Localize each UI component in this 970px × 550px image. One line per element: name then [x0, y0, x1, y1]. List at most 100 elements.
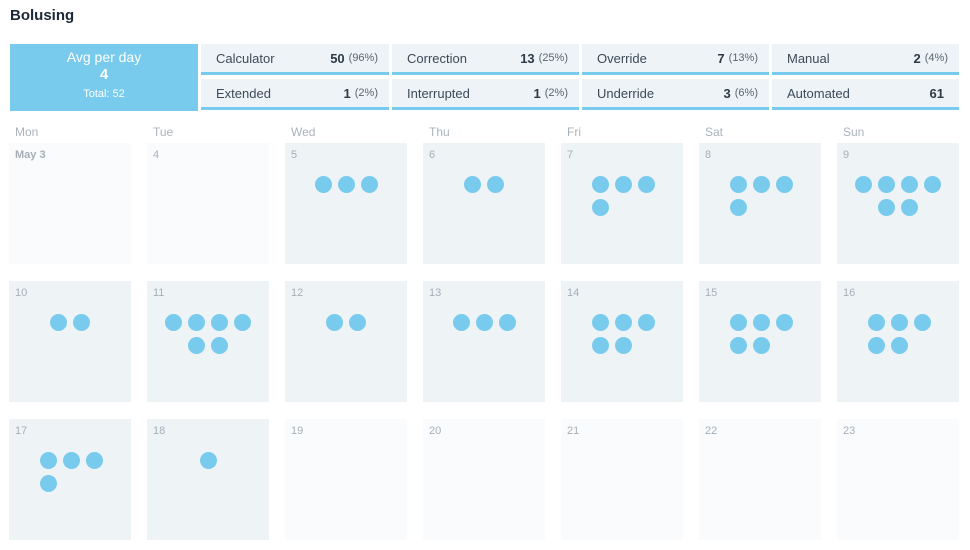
stat-percent: (6%): [734, 87, 758, 99]
calendar-day[interactable]: 22: [699, 419, 821, 540]
bolus-dots: [699, 173, 821, 219]
stat-label: Calculator: [216, 50, 275, 66]
bolus-dot: [615, 314, 632, 331]
weekday-sun: Sun: [843, 125, 865, 139]
stat-count: 1: [533, 85, 541, 101]
calendar-day[interactable]: 11: [147, 281, 269, 402]
bolus-dot: [592, 199, 609, 216]
bolus-dot: [891, 337, 908, 354]
calendar-day[interactable]: 4: [147, 143, 269, 264]
bolus-dot: [868, 337, 885, 354]
calendar-day[interactable]: 9: [837, 143, 959, 264]
stat-count: 13: [520, 50, 535, 66]
bolus-dot: [165, 314, 182, 331]
stat-percent: (2%): [354, 87, 378, 99]
calendar-day[interactable]: 19: [285, 419, 407, 540]
calendar-day[interactable]: 8: [699, 143, 821, 264]
calendar-day[interactable]: 6: [423, 143, 545, 264]
calendar-day[interactable]: 13: [423, 281, 545, 402]
bolus-dot: [314, 176, 332, 193]
bolus-dot: [638, 176, 655, 193]
stat-manual: Manual 2 (4%): [772, 44, 959, 75]
stat-count: 61: [929, 85, 944, 101]
page-title: Bolusing: [10, 7, 75, 24]
bolus-dot: [464, 176, 481, 193]
bolus-dot: [878, 176, 895, 193]
bolus-dot: [891, 314, 908, 331]
bolus-dot: [592, 176, 609, 193]
bolus-dot: [878, 199, 895, 216]
bolus-dot: [498, 314, 516, 331]
calendar-day[interactable]: 23: [837, 419, 959, 540]
calendar-day[interactable]: May 3: [9, 143, 131, 264]
bolus-dots: [699, 311, 821, 357]
bolus-dot: [40, 475, 57, 492]
stat-label: Override: [597, 50, 647, 66]
bolus-dot: [188, 314, 205, 331]
bolus-dots: [285, 311, 407, 334]
day-number: 23: [843, 425, 856, 437]
calendar-day[interactable]: 15: [699, 281, 821, 402]
stat-percent: (2%): [544, 87, 568, 99]
day-number: 8: [705, 149, 712, 161]
bolus-dot: [592, 314, 609, 331]
avg-per-day-card: Avg per day 4 Total: 52: [10, 44, 198, 111]
bolus-dot: [349, 314, 366, 331]
day-number: 10: [15, 287, 28, 299]
bolus-dot: [592, 337, 609, 354]
calendar-day[interactable]: 10: [9, 281, 131, 402]
bolus-dot: [753, 337, 770, 354]
bolus-dots: [561, 173, 683, 219]
bolus-dot: [326, 314, 343, 331]
bolus-dots: [285, 173, 407, 196]
bolus-dot: [901, 176, 918, 193]
bolus-dot: [188, 337, 205, 354]
day-number: 21: [567, 425, 580, 437]
weekday-sat: Sat: [705, 125, 724, 139]
day-number: 17: [15, 425, 28, 437]
stat-label: Automated: [787, 85, 850, 101]
bolus-dot: [730, 199, 747, 216]
bolus-dot: [86, 452, 103, 469]
bolus-dots: [9, 311, 131, 334]
day-number: 7: [567, 149, 574, 161]
bolus-dot: [753, 176, 770, 193]
bolus-dot: [615, 337, 632, 354]
calendar-day[interactable]: 14: [561, 281, 683, 402]
stat-count: 1: [343, 85, 351, 101]
calendar-day[interactable]: 20: [423, 419, 545, 540]
calendar-day[interactable]: 16: [837, 281, 959, 402]
stat-label: Underride: [597, 85, 655, 101]
bolus-dot: [337, 176, 355, 193]
bolus-dot: [776, 176, 793, 193]
calendar-day[interactable]: 21: [561, 419, 683, 540]
calendar-day[interactable]: 18: [147, 419, 269, 540]
day-number: 15: [705, 287, 718, 299]
day-number: 13: [429, 287, 442, 299]
bolus-dots: [147, 449, 269, 472]
bolus-dot: [730, 314, 747, 331]
bolus-dot: [638, 314, 655, 331]
total-label: Total: 52: [83, 88, 125, 100]
day-number: 16: [843, 287, 856, 299]
calendar-day[interactable]: 5: [285, 143, 407, 264]
calendar-day[interactable]: 17: [9, 419, 131, 540]
day-number: 14: [567, 287, 580, 299]
bolus-dot: [452, 314, 470, 331]
calendar-day[interactable]: 7: [561, 143, 683, 264]
stat-label: Extended: [216, 85, 271, 101]
bolus-dot: [73, 314, 90, 331]
bolus-dots: [9, 449, 131, 495]
weekday-thu: Thu: [429, 125, 450, 139]
stat-extended: Extended 1 (2%): [201, 79, 389, 110]
stat-calculator: Calculator 50 (96%): [201, 44, 389, 75]
bolus-dot: [868, 314, 885, 331]
stat-percent: (96%): [348, 52, 378, 64]
bolus-dot: [615, 176, 632, 193]
day-number: 19: [291, 425, 304, 437]
bolus-dot: [855, 176, 872, 193]
day-number: 20: [429, 425, 442, 437]
day-number: 9: [843, 149, 850, 161]
calendar-day[interactable]: 12: [285, 281, 407, 402]
stat-override: Override 7 (13%): [582, 44, 769, 75]
